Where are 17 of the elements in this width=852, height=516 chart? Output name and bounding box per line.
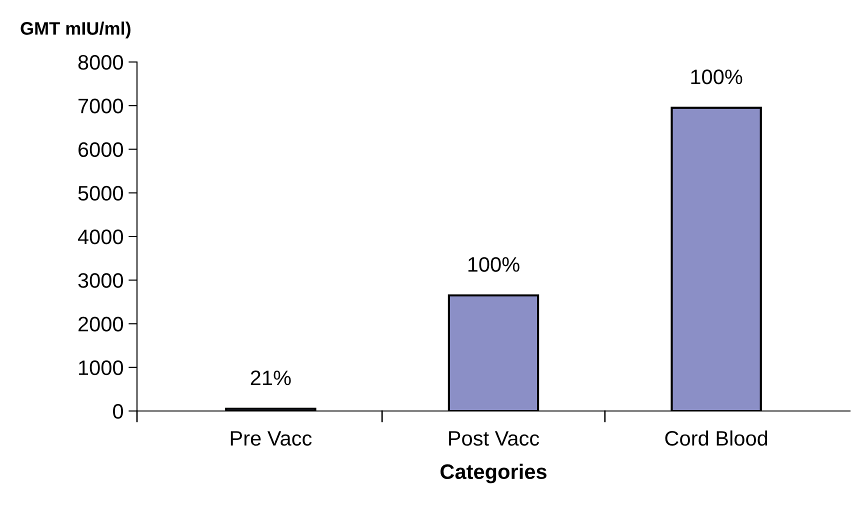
x-tick-label: Pre Vacc (230, 431, 312, 446)
y-tick-label: 7000 (78, 98, 123, 114)
annotation: 100% (468, 257, 520, 272)
annotation: 21% (250, 370, 291, 386)
annotation: 100% (691, 69, 742, 84)
y-axis-title: GMT mIU/ml) (20, 22, 130, 38)
x-axis-title: Categories (440, 464, 546, 484)
x-tick-label: Cord Blood (665, 430, 768, 446)
x-tick-label: Post Vacc (449, 431, 540, 446)
y-tick-label: 4000 (78, 230, 123, 244)
y-tick-label: 3000 (78, 273, 123, 288)
y-tick-label: 1000 (79, 360, 123, 376)
y-tick-label: 5000 (78, 186, 123, 201)
y-tick-label: 6000 (78, 142, 123, 158)
y-tick-label: 8000 (78, 55, 123, 70)
y-tick-label: 0 (113, 404, 123, 419)
y-tick-label: 2000 (78, 316, 123, 332)
